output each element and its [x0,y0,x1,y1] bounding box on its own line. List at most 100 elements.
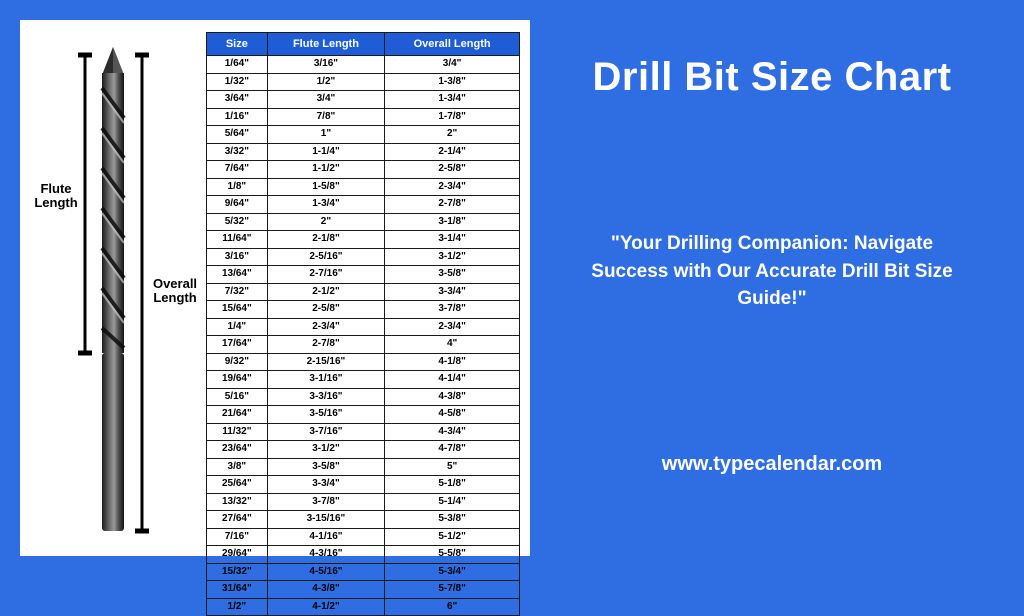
table-cell: 4-7/8" [385,441,520,459]
drill-size-table: Size Flute Length Overall Length 1/64"3/… [206,32,520,616]
table-cell: 2-5/8" [385,161,520,179]
table-cell: 13/32" [207,493,268,511]
table-cell: 3/16" [267,56,384,74]
table-cell: 1/16" [207,108,268,126]
table-cell: 9/32" [207,353,268,371]
table-cell: 17/64" [207,336,268,354]
table-cell: 3-3/4" [385,283,520,301]
table-cell: 5-1/4" [385,493,520,511]
table-cell: 3/32" [207,143,268,161]
table-cell: 3-1/8" [385,213,520,231]
table-row: 13/32"3-7/8"5-1/4" [207,493,520,511]
table-cell: 1/64" [207,56,268,74]
table-cell: 5/16" [207,388,268,406]
table-row: 15/64"2-5/8"3-7/8" [207,301,520,319]
table-row: 3/64"3/4"1-3/4" [207,91,520,109]
table-cell: 4-3/4" [385,423,520,441]
table-cell: 4-1/8" [385,353,520,371]
table-cell: 4-3/8" [385,388,520,406]
table-cell: 7/16" [207,528,268,546]
table-row: 1/16"7/8"1-7/8" [207,108,520,126]
table-cell: 1/2" [267,73,384,91]
table-cell: 9/64" [207,196,268,214]
table-cell: 7/64" [207,161,268,179]
table-cell: 11/32" [207,423,268,441]
tagline: "Your Drilling Companion: Navigate Succe… [560,230,984,313]
table-cell: 2-5/16" [267,248,384,266]
table-body: 1/64"3/16"3/4"1/32"1/2"1-3/8"3/64"3/4"1-… [207,56,520,616]
table-row: 17/64"2-7/8"4" [207,336,520,354]
website-url: www.typecalendar.com [560,453,984,476]
table-row: 5/16"3-3/16"4-3/8" [207,388,520,406]
overall-length-label: Overall Length [150,277,200,306]
table-cell: 1-5/8" [267,178,384,196]
table-cell: 25/64" [207,476,268,494]
table-row: 11/32"3-7/16"4-3/4" [207,423,520,441]
table-cell: 2-5/8" [267,301,384,319]
table-cell: 2-7/8" [267,336,384,354]
chart-panel: Flute Length Overall Length Size Flute L… [20,20,530,556]
table-row: 5/32"2"3-1/8" [207,213,520,231]
table-cell: 3-3/4" [267,476,384,494]
table-cell: 1-3/4" [267,196,384,214]
table-cell: 23/64" [207,441,268,459]
table-cell: 1-1/2" [267,161,384,179]
table-cell: 4-1/16" [267,528,384,546]
table-cell: 19/64" [207,371,268,389]
table-cell: 4-1/2" [267,598,384,616]
table-header-row: Size Flute Length Overall Length [207,33,520,56]
table-cell: 31/64" [207,581,268,599]
table-cell: 4-5/8" [385,406,520,424]
table-row: 25/64"3-3/4"5-1/8" [207,476,520,494]
table-cell: 6" [385,598,520,616]
table-cell: 3/4" [385,56,520,74]
table-cell: 3-15/16" [267,511,384,529]
table-cell: 3-1/4" [385,231,520,249]
table-cell: 3-5/8" [267,458,384,476]
table-cell: 5-7/8" [385,581,520,599]
table-row: 11/64"2-1/8"3-1/4" [207,231,520,249]
col-overall: Overall Length [385,33,520,56]
table-cell: 4-5/16" [267,563,384,581]
table-cell: 2-1/8" [267,231,384,249]
table-cell: 2" [267,213,384,231]
table-row: 29/64"4-3/16"5-5/8" [207,546,520,564]
table-row: 3/16"2-5/16"3-1/2" [207,248,520,266]
table-row: 1/4"2-3/4"2-3/4" [207,318,520,336]
table-row: 21/64"3-5/16"4-5/8" [207,406,520,424]
table-row: 27/64"3-15/16"5-3/8" [207,511,520,529]
table-cell: 1/8" [207,178,268,196]
info-panel: Drill Bit Size Chart "Your Drilling Comp… [530,0,1024,576]
table-row: 5/64"1"2" [207,126,520,144]
table-cell: 5/32" [207,213,268,231]
table-row: 1/8"1-5/8"2-3/4" [207,178,520,196]
table-cell: 2-15/16" [267,353,384,371]
table-cell: 1-1/4" [267,143,384,161]
table-cell: 1" [267,126,384,144]
table-cell: 7/32" [207,283,268,301]
table-row: 3/8"3-5/8"5" [207,458,520,476]
table-cell: 4" [385,336,520,354]
label-text: Length [34,195,77,210]
table-cell: 3/8" [207,458,268,476]
page-title: Drill Bit Size Chart [560,55,984,100]
table-cell: 5-1/2" [385,528,520,546]
table-cell: 5/64" [207,126,268,144]
label-text: Overall [153,276,197,291]
table-cell: 3-5/16" [267,406,384,424]
table-cell: 3-1/2" [267,441,384,459]
drill-diagram: Flute Length Overall Length [30,32,200,544]
table-cell: 1/4" [207,318,268,336]
table-cell: 2" [385,126,520,144]
table-cell: 11/64" [207,231,268,249]
table-cell: 1/2" [207,598,268,616]
label-text: Length [153,290,196,305]
table-row: 7/16"4-1/16"5-1/2" [207,528,520,546]
table-cell: 2-1/4" [385,143,520,161]
table-row: 23/64"3-1/2"4-7/8" [207,441,520,459]
table-cell: 5-3/8" [385,511,520,529]
table-cell: 27/64" [207,511,268,529]
table-cell: 1-3/4" [385,91,520,109]
table-cell: 5" [385,458,520,476]
table-row: 13/64"2-7/16"3-5/8" [207,266,520,284]
